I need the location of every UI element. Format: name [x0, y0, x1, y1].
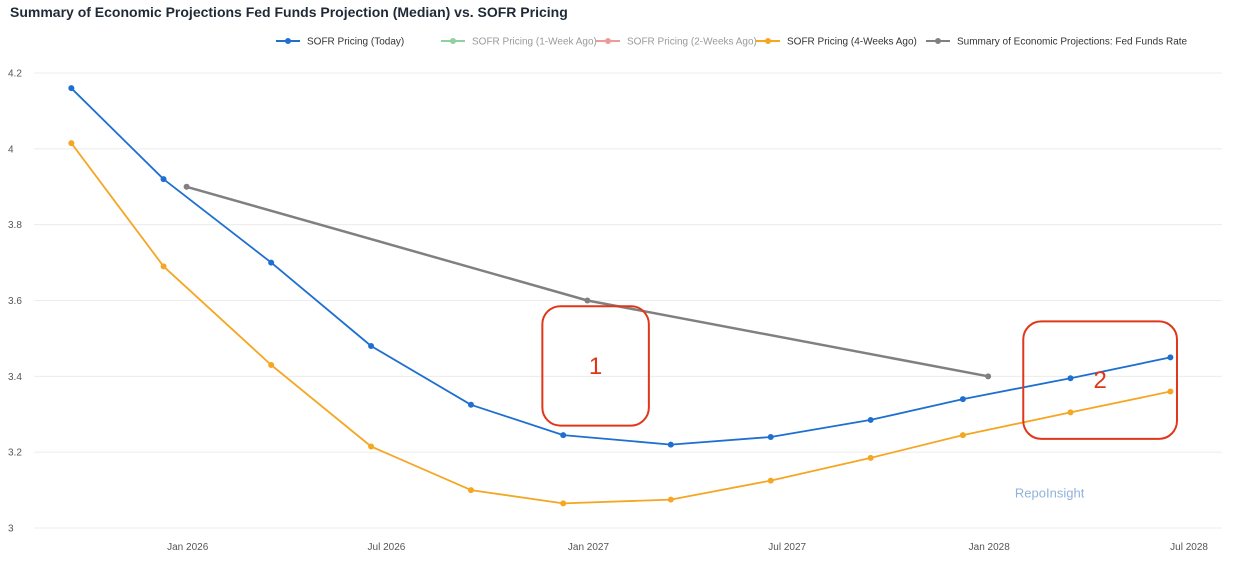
series-4: [183, 183, 992, 380]
x-axis: Jan 2026 Jul 2026 Jan 2027 Jul 2027 Jan 2028…: [167, 542, 1208, 553]
legend-marker: [285, 38, 291, 44]
x-tick-label: Jul 2028: [1170, 542, 1208, 553]
data-point: [1067, 375, 1074, 382]
data-point: [560, 500, 567, 507]
data-point: [268, 259, 275, 266]
legend-label: Summary of Economic Projections: Fed Fun…: [957, 37, 1188, 48]
data-point: [368, 343, 375, 349]
annotations: 12: [541, 305, 1178, 440]
data-point: [467, 401, 474, 408]
annotation-0: 1: [541, 305, 650, 427]
series-group: [68, 85, 1174, 507]
legend-item-3: SOFR Pricing (4-Weeks Ago): [756, 37, 917, 48]
legend-marker: [765, 38, 771, 44]
data-point: [1167, 388, 1174, 395]
legend-marker: [935, 38, 941, 44]
data-point: [867, 416, 874, 423]
data-point: [368, 443, 375, 450]
watermark: RepoInsight: [1015, 486, 1085, 501]
data-point: [867, 454, 874, 461]
legend-item-0: SOFR Pricing (Today): [276, 37, 404, 48]
y-tick-label: 3.4: [8, 372, 22, 383]
x-tick-label: Jul 2027: [768, 542, 806, 553]
data-point: [767, 434, 774, 440]
series-line: [70, 87, 1171, 446]
x-tick-label: Jul 2026: [368, 542, 406, 553]
data-point: [667, 496, 674, 503]
legend-marker: [450, 38, 456, 44]
data-point: [985, 373, 992, 380]
y-tick-label: 3.6: [8, 296, 22, 307]
y-axis: 3 3.2 3.4 3.6 3.8 4 4.2: [8, 69, 22, 535]
data-point: [268, 361, 275, 368]
y-tick-label: 4.2: [8, 69, 22, 80]
x-tick-label: Jan 2028: [969, 542, 1011, 553]
legend-label: SOFR Pricing (4-Weeks Ago): [787, 37, 917, 48]
series-line: [186, 185, 989, 378]
y-tick-label: 4: [8, 144, 14, 155]
data-point: [160, 263, 167, 270]
data-point: [767, 477, 774, 484]
data-point: [560, 432, 567, 439]
data-point: [667, 441, 674, 448]
legend-label: SOFR Pricing (Today): [307, 37, 404, 48]
legend-marker: [605, 38, 611, 44]
series-0: [68, 85, 1174, 448]
x-tick-label: Jan 2027: [568, 542, 610, 553]
annotation-label: 1: [589, 353, 602, 380]
data-point: [1067, 409, 1074, 416]
data-point: [68, 140, 75, 147]
legend-item-4: Summary of Economic Projections: Fed Fun…: [926, 37, 1188, 48]
data-point: [467, 487, 474, 494]
y-tick-label: 3.2: [8, 448, 22, 459]
data-point: [959, 432, 966, 439]
series-line: [70, 142, 1171, 505]
chart-title: Summary of Economic Projections Fed Fund…: [10, 4, 568, 20]
annotation-box: [1022, 320, 1178, 440]
data-point: [183, 183, 190, 190]
legend: SOFR Pricing (Today) SOFR Pricing (1-Week…: [276, 37, 1188, 48]
data-point: [584, 297, 591, 304]
data-point: [1167, 354, 1174, 361]
legend-item-1: SOFR Pricing (1-Week Ago): [441, 37, 597, 48]
legend-label: SOFR Pricing (2-Weeks Ago): [627, 37, 757, 48]
y-tick-label: 3.8: [8, 220, 22, 231]
annotation-box: [541, 305, 650, 427]
data-point: [959, 396, 966, 403]
annotation-1: 2: [1022, 320, 1178, 440]
data-point: [160, 176, 167, 183]
grid: [34, 72, 1222, 529]
series-3: [68, 140, 1174, 507]
annotation-label: 2: [1093, 367, 1106, 394]
x-tick-label: Jan 2026: [167, 542, 209, 553]
legend-label: SOFR Pricing (1-Week Ago): [472, 37, 597, 48]
data-point: [68, 85, 75, 92]
legend-item-2: SOFR Pricing (2-Weeks Ago): [596, 37, 757, 48]
y-tick-label: 3: [8, 524, 14, 535]
